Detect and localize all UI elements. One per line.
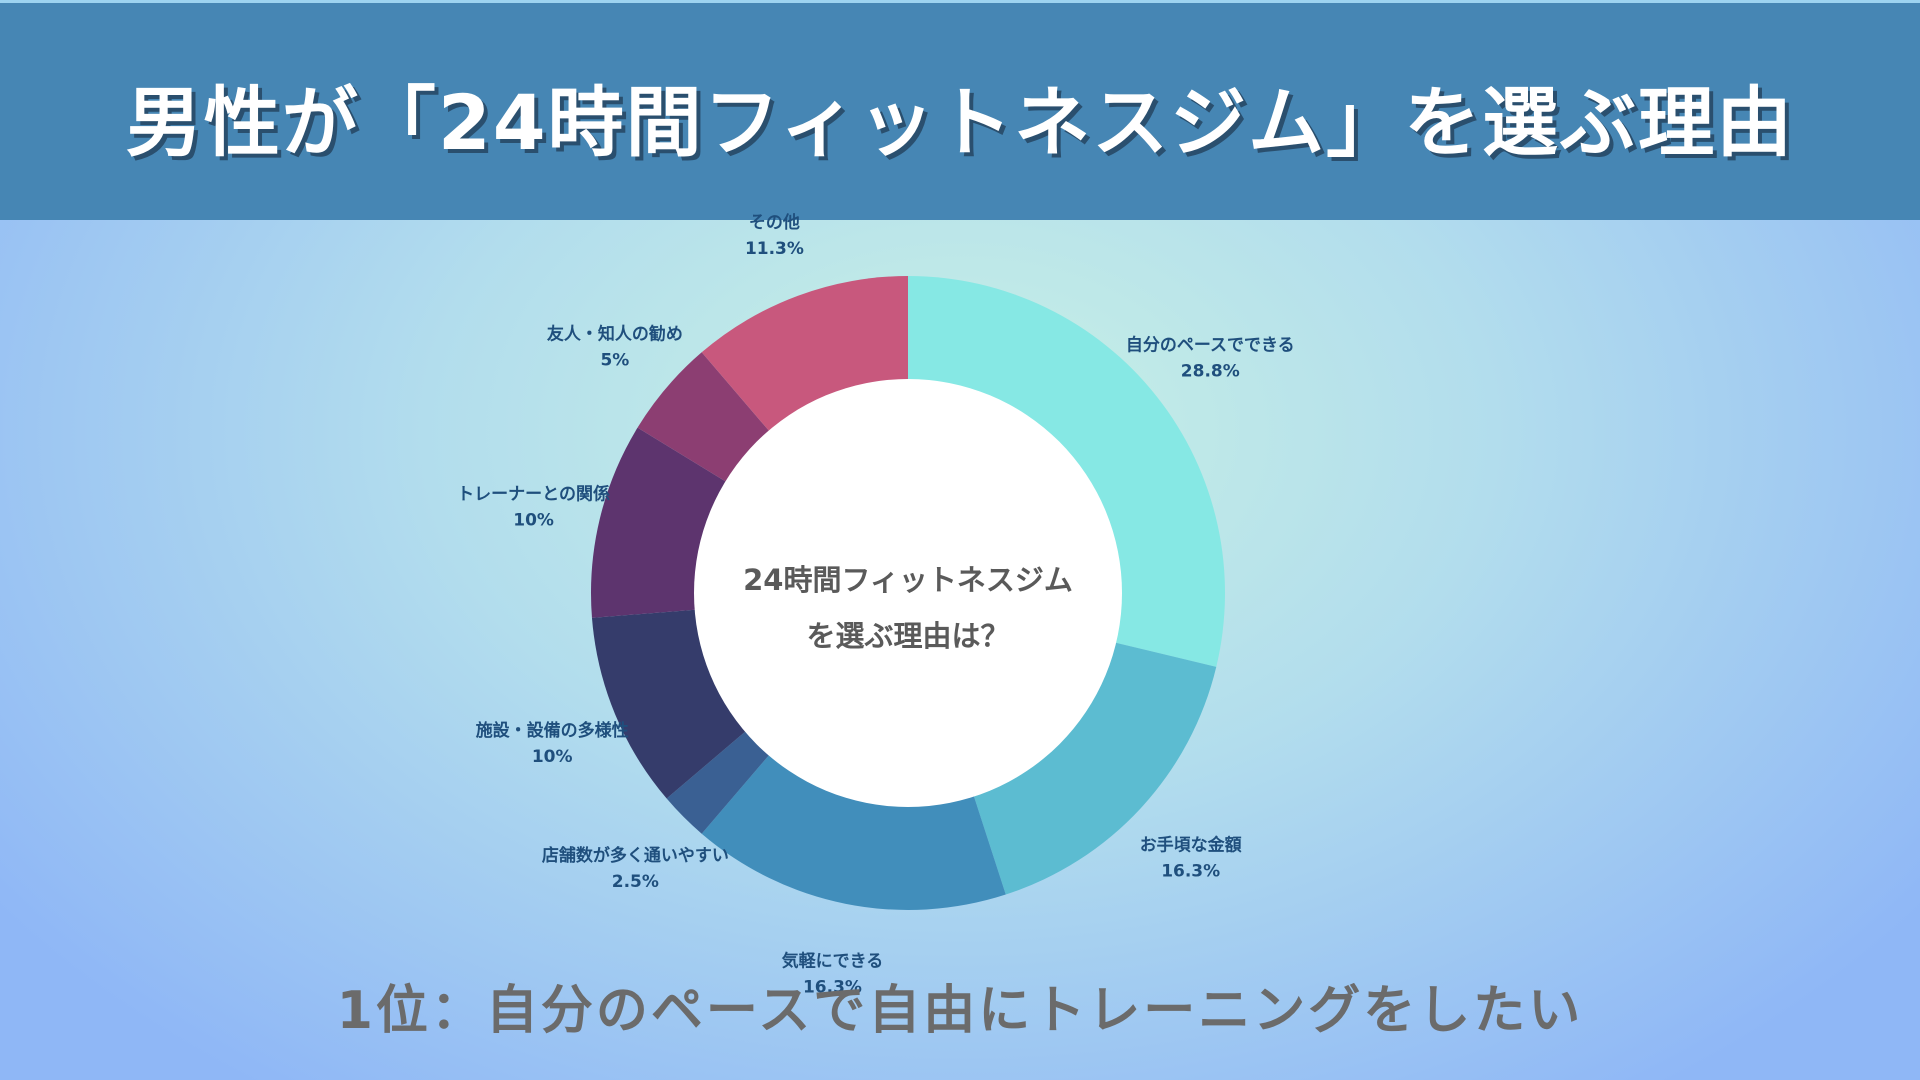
summary-text: 1位：自分のペースで自由にトレーニングをしたい [336,981,1584,1041]
page-title: 男性が「24時間フィットネスジム」を選ぶ理由 [125,78,1795,167]
slice-label-1: お手頃な金額 [1140,834,1242,855]
donut-hole [694,379,1122,807]
slice-label-7: その他 [749,212,800,233]
slice-label-6: 友人・知人の勧め [547,323,683,344]
slice-value-5: 10% [513,510,554,530]
slice-label-2: 気軽にできる [781,951,884,972]
slice-label-3: 店舗数が多く通いやすい [542,845,729,866]
header-banner: 男性が「24時間フィットネスジム」を選ぶ理由 [0,0,1920,220]
slice-labels: 自分のペースでできる 28.8% お手頃な金額 16.3% 気軽にできる 16.3% 店舗数… [457,212,1295,998]
center-label-line2: を選ぶ理由は？ [806,619,1009,653]
center-label-line1: 24時間フィットネスジム [743,563,1073,597]
slice-value-2: 16.3% [803,978,862,998]
slice-label-5: トレーナーとの関係 [457,483,610,504]
slice-value-4: 10% [532,747,573,767]
slice-value-1: 16.3% [1161,861,1220,881]
slice-value-6: 5% [600,350,629,370]
slice-label-4: 施設・設備の多様性 [476,720,629,741]
slice-value-3: 2.5% [612,872,659,892]
slice-value-7: 11.3% [745,239,804,259]
slice-label-0: 自分のペースでできる [1126,335,1295,356]
slice-value-0: 28.8% [1181,362,1240,382]
